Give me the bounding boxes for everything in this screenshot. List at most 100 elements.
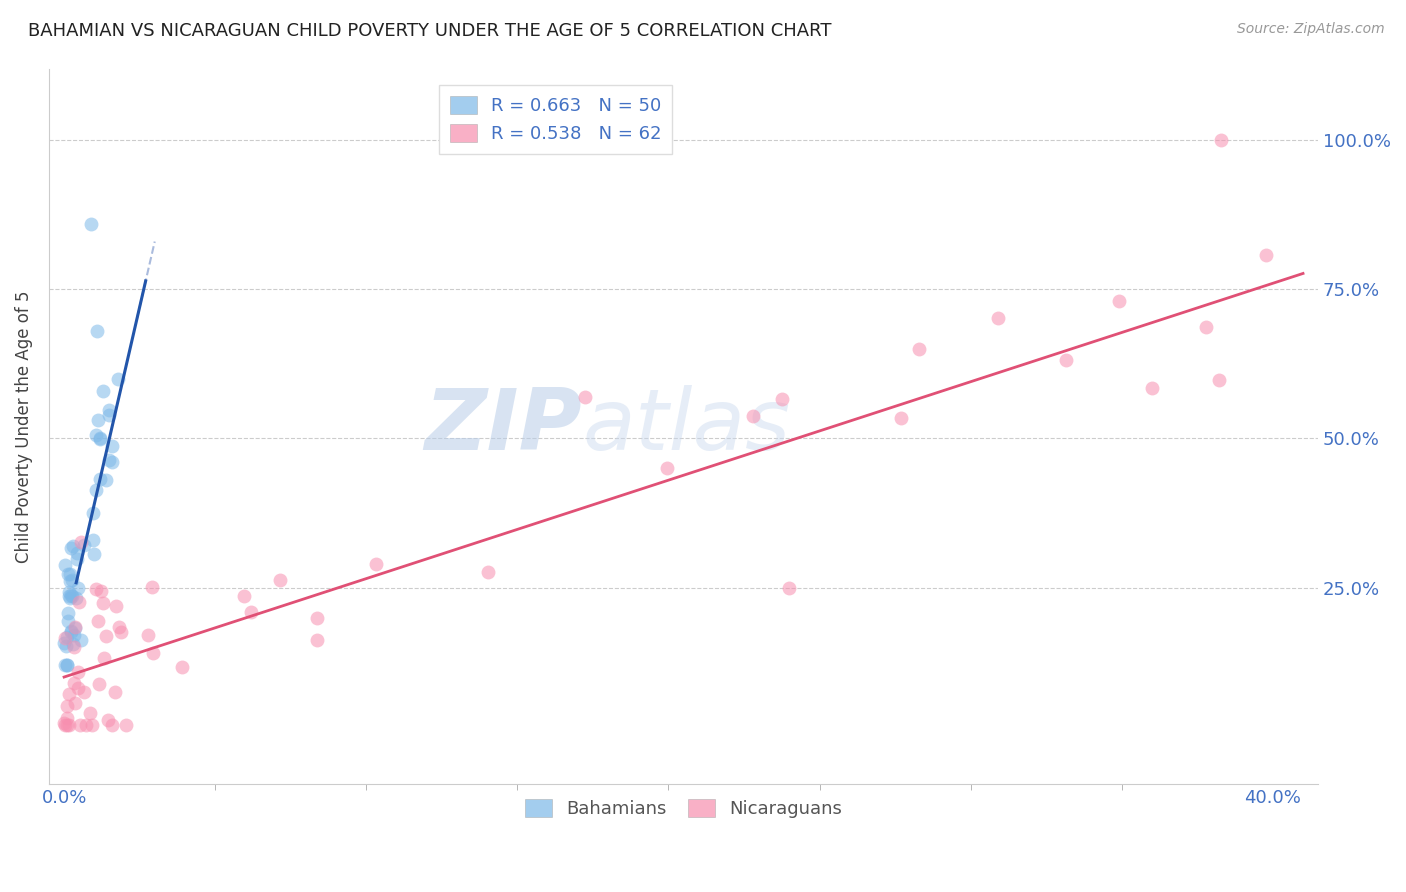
Point (56, 566, 79, 581)
Point (55, 711, 77, 725)
Point (70, 633, 93, 648)
Point (53, 558, 76, 573)
Point (98, 408, 121, 422)
Point (1208, 373, 1230, 387)
Point (63, 620, 86, 634)
Point (104, 599, 127, 614)
Point (59, 625, 82, 640)
Text: ZIP: ZIP (425, 385, 582, 468)
Legend: Bahamians, Nicaraguans: Bahamians, Nicaraguans (517, 792, 849, 825)
Point (364, 557, 387, 571)
Point (67, 681, 90, 695)
Y-axis label: Child Poverty Under the Age of 5: Child Poverty Under the Age of 5 (15, 290, 32, 563)
Point (73, 538, 96, 552)
Point (60, 624, 83, 638)
Point (79, 706, 101, 721)
Point (53, 631, 76, 645)
Point (58, 718, 80, 732)
Point (90, 584, 112, 599)
Point (58, 585, 80, 599)
Point (305, 611, 328, 625)
Point (86, 428, 108, 442)
Point (107, 620, 129, 634)
Point (66, 665, 89, 680)
Point (141, 580, 163, 594)
Point (655, 461, 678, 475)
Point (80, 718, 103, 732)
Point (67, 595, 90, 609)
Point (1140, 381, 1163, 395)
Point (63, 640, 86, 654)
Point (80, 217, 103, 231)
Point (83, 547, 105, 561)
Point (1254, 248, 1277, 262)
Point (239, 605, 262, 619)
Point (82, 533, 104, 547)
Point (778, 581, 800, 595)
Point (104, 685, 127, 699)
Point (142, 646, 165, 660)
Point (574, 390, 596, 404)
Point (98, 453, 121, 467)
Point (136, 628, 159, 642)
Point (170, 659, 193, 673)
Point (101, 455, 124, 469)
Point (86, 614, 108, 628)
Point (94, 629, 117, 643)
Point (84, 582, 107, 596)
Point (93, 384, 115, 398)
Point (91, 596, 114, 610)
Point (60, 588, 83, 602)
Point (56, 630, 79, 644)
Point (1054, 352, 1077, 367)
Point (62, 590, 84, 604)
Point (114, 718, 136, 732)
Point (987, 311, 1010, 326)
Point (56, 658, 79, 673)
Point (56, 658, 79, 673)
Point (58, 615, 80, 629)
Text: atlas: atlas (582, 385, 790, 468)
Point (742, 409, 765, 424)
Point (56, 699, 79, 714)
Point (55, 718, 77, 732)
Point (70, 535, 93, 549)
Point (59, 574, 82, 589)
Point (58, 687, 80, 701)
Point (65, 696, 87, 710)
Point (87, 413, 110, 427)
Point (69, 718, 91, 732)
Point (55, 639, 77, 653)
Point (107, 372, 129, 386)
Point (63, 676, 86, 690)
Point (477, 565, 499, 579)
Point (1211, 133, 1233, 147)
Point (269, 573, 291, 587)
Point (93, 650, 115, 665)
Point (53, 658, 76, 673)
Point (59, 591, 82, 606)
Point (1108, 294, 1130, 309)
Point (58, 589, 80, 603)
Point (86, 324, 108, 338)
Point (66, 551, 89, 566)
Point (53, 715, 76, 730)
Point (59, 566, 82, 581)
Point (56, 606, 79, 620)
Point (89, 431, 111, 445)
Text: BAHAMIAN VS NICARAGUAN CHILD POVERTY UNDER THE AGE OF 5 CORRELATION CHART: BAHAMIAN VS NICARAGUAN CHILD POVERTY UND… (28, 22, 831, 40)
Point (908, 342, 931, 356)
Point (101, 439, 124, 453)
Point (97, 714, 120, 728)
Point (66, 581, 89, 595)
Point (62, 539, 84, 553)
Point (62, 637, 84, 651)
Point (82, 506, 104, 520)
Point (89, 472, 111, 486)
Point (96, 473, 118, 487)
Point (66, 546, 89, 560)
Point (233, 589, 256, 603)
Point (60, 573, 83, 587)
Point (75, 718, 97, 732)
Point (305, 632, 328, 647)
